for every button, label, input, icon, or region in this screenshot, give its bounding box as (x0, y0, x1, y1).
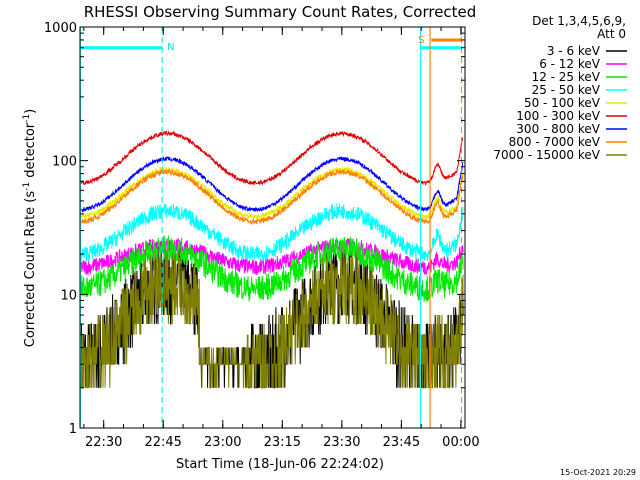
marker-label-n: N (167, 42, 174, 53)
footer-date: 15-Oct-2021 20:29 (560, 468, 636, 477)
chart-title: RHESSI Observing Summary Count Rates, Co… (84, 3, 477, 21)
series-line-4 (80, 203, 464, 263)
x-tick-label-7: 00:00 (442, 435, 479, 450)
y-tick-label-2: 10 (60, 288, 77, 303)
x-tick-label-6: 23:45 (383, 435, 420, 450)
legend-label-7: 300 - 800 keV (516, 122, 600, 136)
x-tick-label-1: 22:30 (85, 435, 122, 450)
plot-series-group (80, 130, 464, 389)
legend-label-2: 6 - 12 keV (539, 57, 601, 71)
legend-label-8: 800 - 7000 keV (509, 135, 601, 149)
legend-label-1: 3 - 6 keV (547, 44, 601, 58)
series-line-8 (80, 168, 464, 225)
x-axis: 22:30 22:45 23:00 23:15 23:30 23:45 00:00 (83, 27, 480, 450)
plot-area: NS (79, 27, 464, 428)
series-line-2 (80, 236, 464, 276)
y-tick-label-3: 100 (52, 155, 77, 170)
legend-label-6: 100 - 300 keV (516, 109, 600, 123)
x-tick-label-3: 23:00 (204, 435, 241, 450)
plot-frame (79, 26, 466, 429)
y-tick-label-1: 1 (69, 422, 77, 437)
series-line-7 (81, 155, 464, 213)
x-tick-label-5: 23:30 (323, 435, 360, 450)
x-axis-label: Start Time (18-Jun-06 22:24:02) (176, 457, 384, 472)
y-axis-label: Corrected Count Rate (s-1 detector-1) (22, 109, 38, 347)
legend-label-3: 12 - 25 keV (532, 70, 601, 84)
series-line-9 (80, 248, 464, 389)
series-line-6 (80, 130, 464, 186)
series-line-3 (80, 235, 464, 303)
y-tick-label-4: 1000 (44, 21, 77, 36)
legend-header-line1: Det 1,3,4,5,6,9, (532, 14, 626, 28)
y-axis: 1 10 100 1000 (44, 21, 465, 437)
x-tick-label-2: 22:45 (144, 435, 181, 450)
marker-label-s: S (418, 35, 424, 46)
legend-label-9: 7000 - 15000 keV (493, 148, 600, 162)
legend-label-5: 50 - 100 keV (524, 96, 601, 110)
legend-label-4: 25 - 50 keV (532, 83, 601, 97)
x-tick-label-4: 23:15 (264, 435, 301, 450)
legend-header-line2: Att 0 (597, 27, 626, 41)
